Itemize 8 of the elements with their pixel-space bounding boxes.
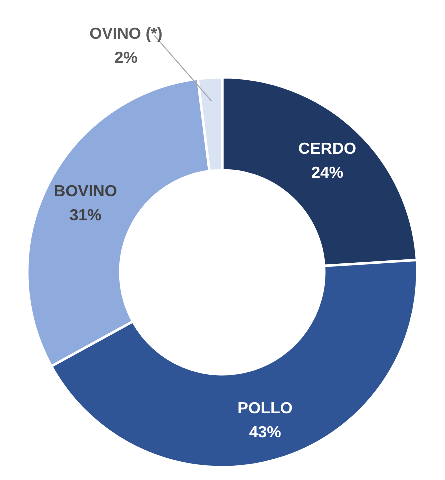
slice-label: CERDO: [298, 141, 356, 158]
data-label: 43%: [249, 424, 282, 442]
data-label: 24%: [312, 165, 344, 182]
data-label: 2%: [114, 50, 138, 67]
slice-label: POLLO: [238, 400, 293, 418]
data-label: 31%: [70, 207, 102, 224]
slice-label: BOVINO: [54, 183, 118, 200]
slice-label: OVINO (*): [90, 26, 163, 43]
